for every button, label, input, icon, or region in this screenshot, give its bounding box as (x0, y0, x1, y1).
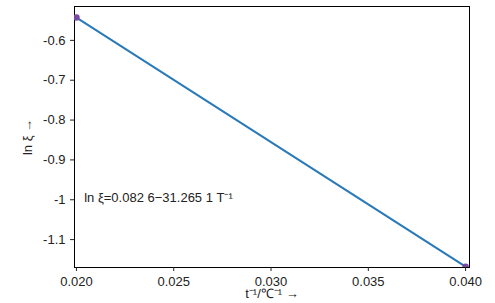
svg-text:-0.7: -0.7 (43, 72, 65, 87)
svg-text:t⁻¹/℃⁻¹ →: t⁻¹/℃⁻¹ → (245, 286, 299, 301)
svg-text:0.020: 0.020 (60, 274, 93, 289)
svg-text:ln ξ=0.082 6−31.265 1 T⁻¹: ln ξ=0.082 6−31.265 1 T⁻¹ (84, 190, 233, 205)
svg-text:0.025: 0.025 (157, 274, 190, 289)
svg-text:-1.1: -1.1 (43, 232, 65, 247)
svg-text:-0.9: -0.9 (43, 152, 65, 167)
svg-text:-1: -1 (54, 192, 66, 207)
svg-text:-0.6: -0.6 (43, 33, 65, 48)
svg-text:ln ξ →: ln ξ → (20, 119, 35, 155)
svg-text:0.030: 0.030 (254, 273, 288, 289)
svg-text:0.035: 0.035 (352, 274, 385, 289)
svg-text:0.040: 0.040 (449, 274, 482, 289)
svg-text:-0.8: -0.8 (43, 112, 65, 127)
